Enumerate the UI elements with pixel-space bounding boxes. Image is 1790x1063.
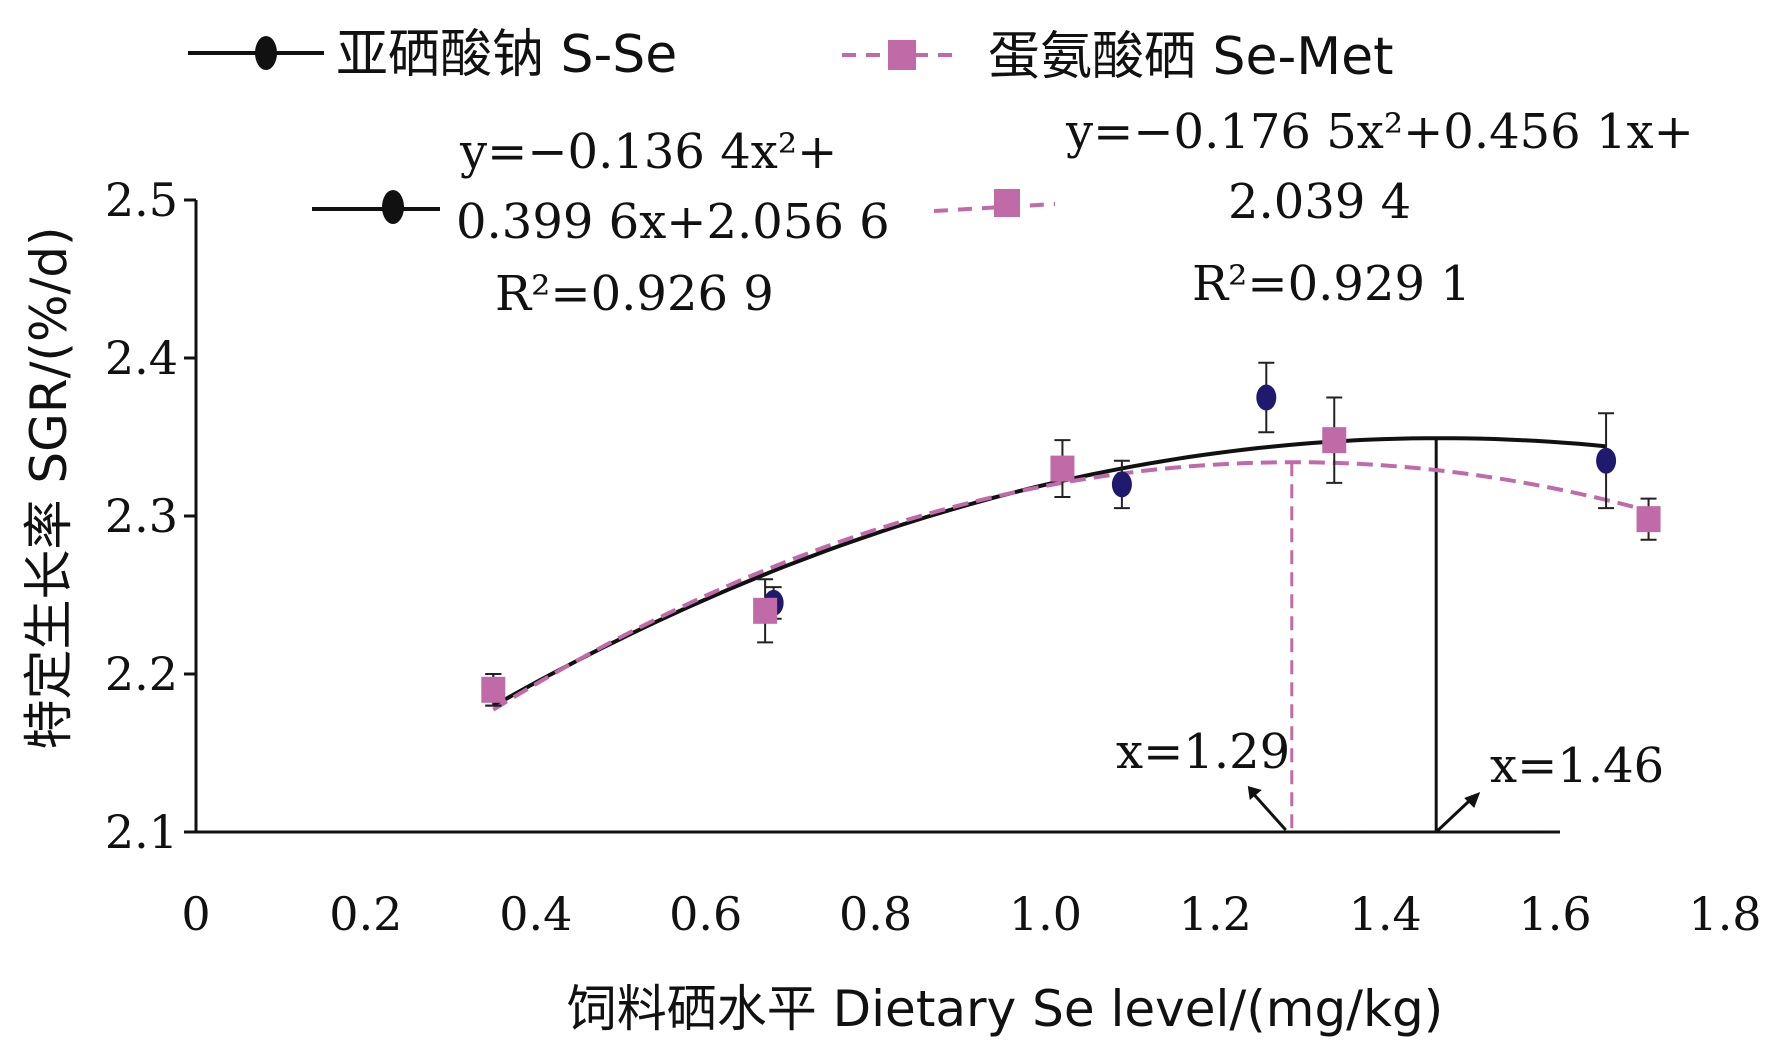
annotation-marker-se-met: [994, 189, 1020, 217]
fit-curve-se-met: [492, 460, 1650, 712]
legend-item-s-se: 亚硒酸钠 S-Se: [188, 25, 677, 85]
optimum-label-se-met: x=1.29: [1116, 724, 1290, 780]
annotations: y=−0.136 4x²+ 0.399 6x+2.056 6 R²=0.926 …: [312, 104, 1694, 322]
x-axis-title: 饲料硒水平 Dietary Se level/(mg/kg): [567, 980, 1443, 1038]
r2-se-met: R²=0.929 1: [1192, 256, 1471, 312]
optimum-arrowhead-s-se: [1464, 792, 1481, 808]
data-point-s-se: [1256, 384, 1277, 411]
x-tick-label: 1.2: [1179, 887, 1252, 941]
data-point-se-met: [1636, 506, 1661, 533]
legend-marker-s-se: [255, 36, 277, 70]
x-tick-label: 0.4: [499, 887, 572, 941]
x-tick-label: 1.8: [1688, 887, 1761, 941]
x-tick-label: 0.6: [669, 887, 742, 941]
r2-s-se: R²=0.926 9: [495, 266, 774, 322]
plot-area: 2.1 2.2 2.3 2.4 2.5 0 0.2 0.4 0.6 0.8 1.0 1.2 1.4 1.6…: [105, 173, 1762, 941]
fit-curve-s-se: [492, 436, 1607, 708]
optimum-arrow-se-met: [1250, 790, 1287, 832]
x-tick-label: 1.4: [1349, 887, 1422, 941]
y-tick-label: 2.5: [105, 173, 178, 227]
legend-label-se-met: 蛋氨酸硒 Se-Met: [988, 27, 1394, 87]
equation-s-se-line1: y=−0.136 4x²+: [459, 124, 837, 180]
y-tick-label: 2.1: [105, 805, 178, 859]
legend-item-se-met: 蛋氨酸硒 Se-Met: [842, 27, 1394, 87]
x-tick-label: 1.0: [1009, 887, 1082, 941]
optimum-arrowhead-se-met: [1247, 786, 1262, 800]
optimum-label-s-se: x=1.46: [1490, 738, 1664, 794]
data-point-s-se: [1596, 447, 1617, 474]
data-point-se-met: [481, 676, 506, 703]
y-axis-title: 特定生长率 SGR/(%/d): [20, 226, 78, 749]
y-tick-label: 2.2: [105, 647, 178, 701]
data-point-se-met: [1050, 455, 1075, 482]
data-point-se-met: [753, 597, 778, 624]
x-tick-label: 0: [181, 887, 210, 941]
x-tick-label: 0.2: [329, 887, 402, 941]
equation-se-met-line2: 2.039 4: [1228, 174, 1411, 230]
equation-se-met-line1: y=−0.176 5x²+0.456 1x+: [1065, 104, 1694, 160]
y-tick-label: 2.3: [105, 489, 178, 543]
data-point-se-met: [1322, 427, 1347, 454]
legend: 亚硒酸钠 S-Se 蛋氨酸硒 Se-Met: [188, 25, 1394, 87]
legend-marker-se-met: [888, 40, 916, 70]
data-point-s-se: [1111, 471, 1132, 498]
legend-label-s-se: 亚硒酸钠 S-Se: [336, 25, 677, 85]
annotation-marker-s-se: [382, 190, 404, 224]
optimum-arrow-s-se: [1435, 798, 1472, 834]
y-tick-label: 2.4: [105, 331, 178, 385]
x-tick-label: 0.8: [839, 887, 912, 941]
equation-s-se-line2: 0.399 6x+2.056 6: [456, 194, 890, 250]
x-tick-label: 1.6: [1519, 887, 1592, 941]
